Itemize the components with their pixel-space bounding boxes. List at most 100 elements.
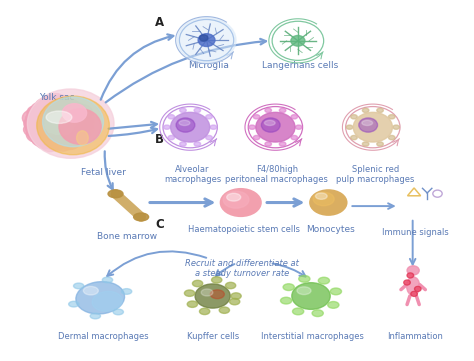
- Circle shape: [416, 287, 419, 290]
- Ellipse shape: [295, 125, 302, 129]
- Ellipse shape: [393, 125, 400, 129]
- Text: Dermal macrophages: Dermal macrophages: [58, 331, 149, 340]
- Circle shape: [177, 18, 236, 62]
- Circle shape: [73, 110, 94, 126]
- Circle shape: [37, 98, 59, 114]
- Text: A: A: [155, 16, 164, 29]
- Ellipse shape: [330, 288, 342, 295]
- Circle shape: [200, 35, 208, 41]
- Ellipse shape: [407, 277, 419, 295]
- Ellipse shape: [291, 135, 298, 140]
- Ellipse shape: [113, 309, 123, 315]
- Circle shape: [24, 116, 44, 131]
- Circle shape: [72, 127, 91, 142]
- Circle shape: [27, 126, 47, 143]
- Ellipse shape: [211, 277, 222, 283]
- Circle shape: [411, 291, 417, 296]
- Ellipse shape: [69, 301, 79, 307]
- Ellipse shape: [76, 282, 125, 314]
- Ellipse shape: [206, 115, 212, 119]
- Circle shape: [27, 126, 46, 140]
- Ellipse shape: [179, 120, 190, 126]
- Ellipse shape: [210, 290, 224, 299]
- Ellipse shape: [219, 307, 229, 313]
- Circle shape: [31, 102, 50, 117]
- Ellipse shape: [351, 135, 357, 140]
- Text: Bone marrow: Bone marrow: [97, 232, 157, 241]
- Ellipse shape: [231, 293, 241, 299]
- Circle shape: [359, 118, 378, 132]
- Text: Langerhans cells: Langerhans cells: [262, 61, 338, 70]
- Text: Splenic red
pulp macrophages: Splenic red pulp macrophages: [336, 165, 414, 184]
- Ellipse shape: [134, 213, 149, 221]
- Ellipse shape: [195, 284, 230, 308]
- Ellipse shape: [37, 96, 109, 155]
- Circle shape: [291, 35, 305, 46]
- Ellipse shape: [184, 290, 195, 296]
- Ellipse shape: [297, 287, 311, 295]
- Ellipse shape: [388, 135, 395, 140]
- Circle shape: [32, 132, 51, 147]
- Ellipse shape: [200, 308, 210, 314]
- Ellipse shape: [316, 193, 327, 199]
- Ellipse shape: [291, 115, 298, 119]
- Circle shape: [26, 112, 44, 126]
- Circle shape: [26, 122, 44, 136]
- Ellipse shape: [362, 108, 369, 113]
- Ellipse shape: [227, 193, 241, 201]
- Circle shape: [22, 109, 45, 126]
- Ellipse shape: [351, 115, 357, 119]
- Ellipse shape: [265, 108, 272, 113]
- Circle shape: [409, 274, 412, 277]
- Ellipse shape: [194, 108, 201, 113]
- Circle shape: [24, 123, 41, 136]
- Ellipse shape: [346, 125, 353, 129]
- Ellipse shape: [281, 297, 292, 304]
- Circle shape: [62, 104, 87, 122]
- Text: Recruit and differentiate at
a steady turnover rate: Recruit and differentiate at a steady tu…: [185, 259, 299, 278]
- Circle shape: [41, 96, 59, 110]
- Circle shape: [61, 135, 80, 149]
- Circle shape: [412, 292, 416, 295]
- Ellipse shape: [168, 135, 174, 140]
- Ellipse shape: [283, 284, 294, 291]
- Text: Kupffer cells: Kupffer cells: [187, 331, 240, 340]
- Circle shape: [27, 106, 44, 119]
- Ellipse shape: [180, 142, 186, 146]
- Ellipse shape: [377, 142, 383, 146]
- Ellipse shape: [292, 283, 330, 309]
- Ellipse shape: [206, 135, 212, 140]
- Ellipse shape: [362, 120, 373, 126]
- Ellipse shape: [164, 125, 170, 129]
- Ellipse shape: [121, 289, 132, 294]
- Ellipse shape: [377, 108, 383, 113]
- Ellipse shape: [223, 191, 249, 208]
- Ellipse shape: [353, 112, 392, 142]
- Text: Yolk sac: Yolk sac: [39, 93, 74, 103]
- Circle shape: [405, 281, 409, 284]
- Ellipse shape: [171, 112, 210, 142]
- Ellipse shape: [309, 189, 347, 216]
- Text: F4/80high
peritoneal macrophages: F4/80high peritoneal macrophages: [225, 165, 328, 184]
- Ellipse shape: [249, 125, 255, 129]
- Ellipse shape: [102, 277, 113, 283]
- Ellipse shape: [168, 115, 174, 119]
- Ellipse shape: [83, 286, 98, 295]
- Ellipse shape: [253, 135, 260, 140]
- Ellipse shape: [46, 111, 72, 123]
- Circle shape: [47, 98, 64, 111]
- Circle shape: [36, 135, 54, 149]
- Ellipse shape: [43, 97, 103, 147]
- Circle shape: [52, 135, 73, 151]
- Ellipse shape: [299, 275, 310, 282]
- Ellipse shape: [318, 277, 329, 284]
- Ellipse shape: [313, 192, 334, 206]
- Text: Microglia: Microglia: [189, 61, 229, 70]
- Text: Monocytes: Monocytes: [306, 225, 355, 234]
- Circle shape: [31, 131, 50, 145]
- Circle shape: [39, 134, 58, 148]
- Ellipse shape: [210, 125, 217, 129]
- Circle shape: [67, 132, 85, 146]
- Ellipse shape: [108, 190, 123, 198]
- Ellipse shape: [279, 142, 286, 146]
